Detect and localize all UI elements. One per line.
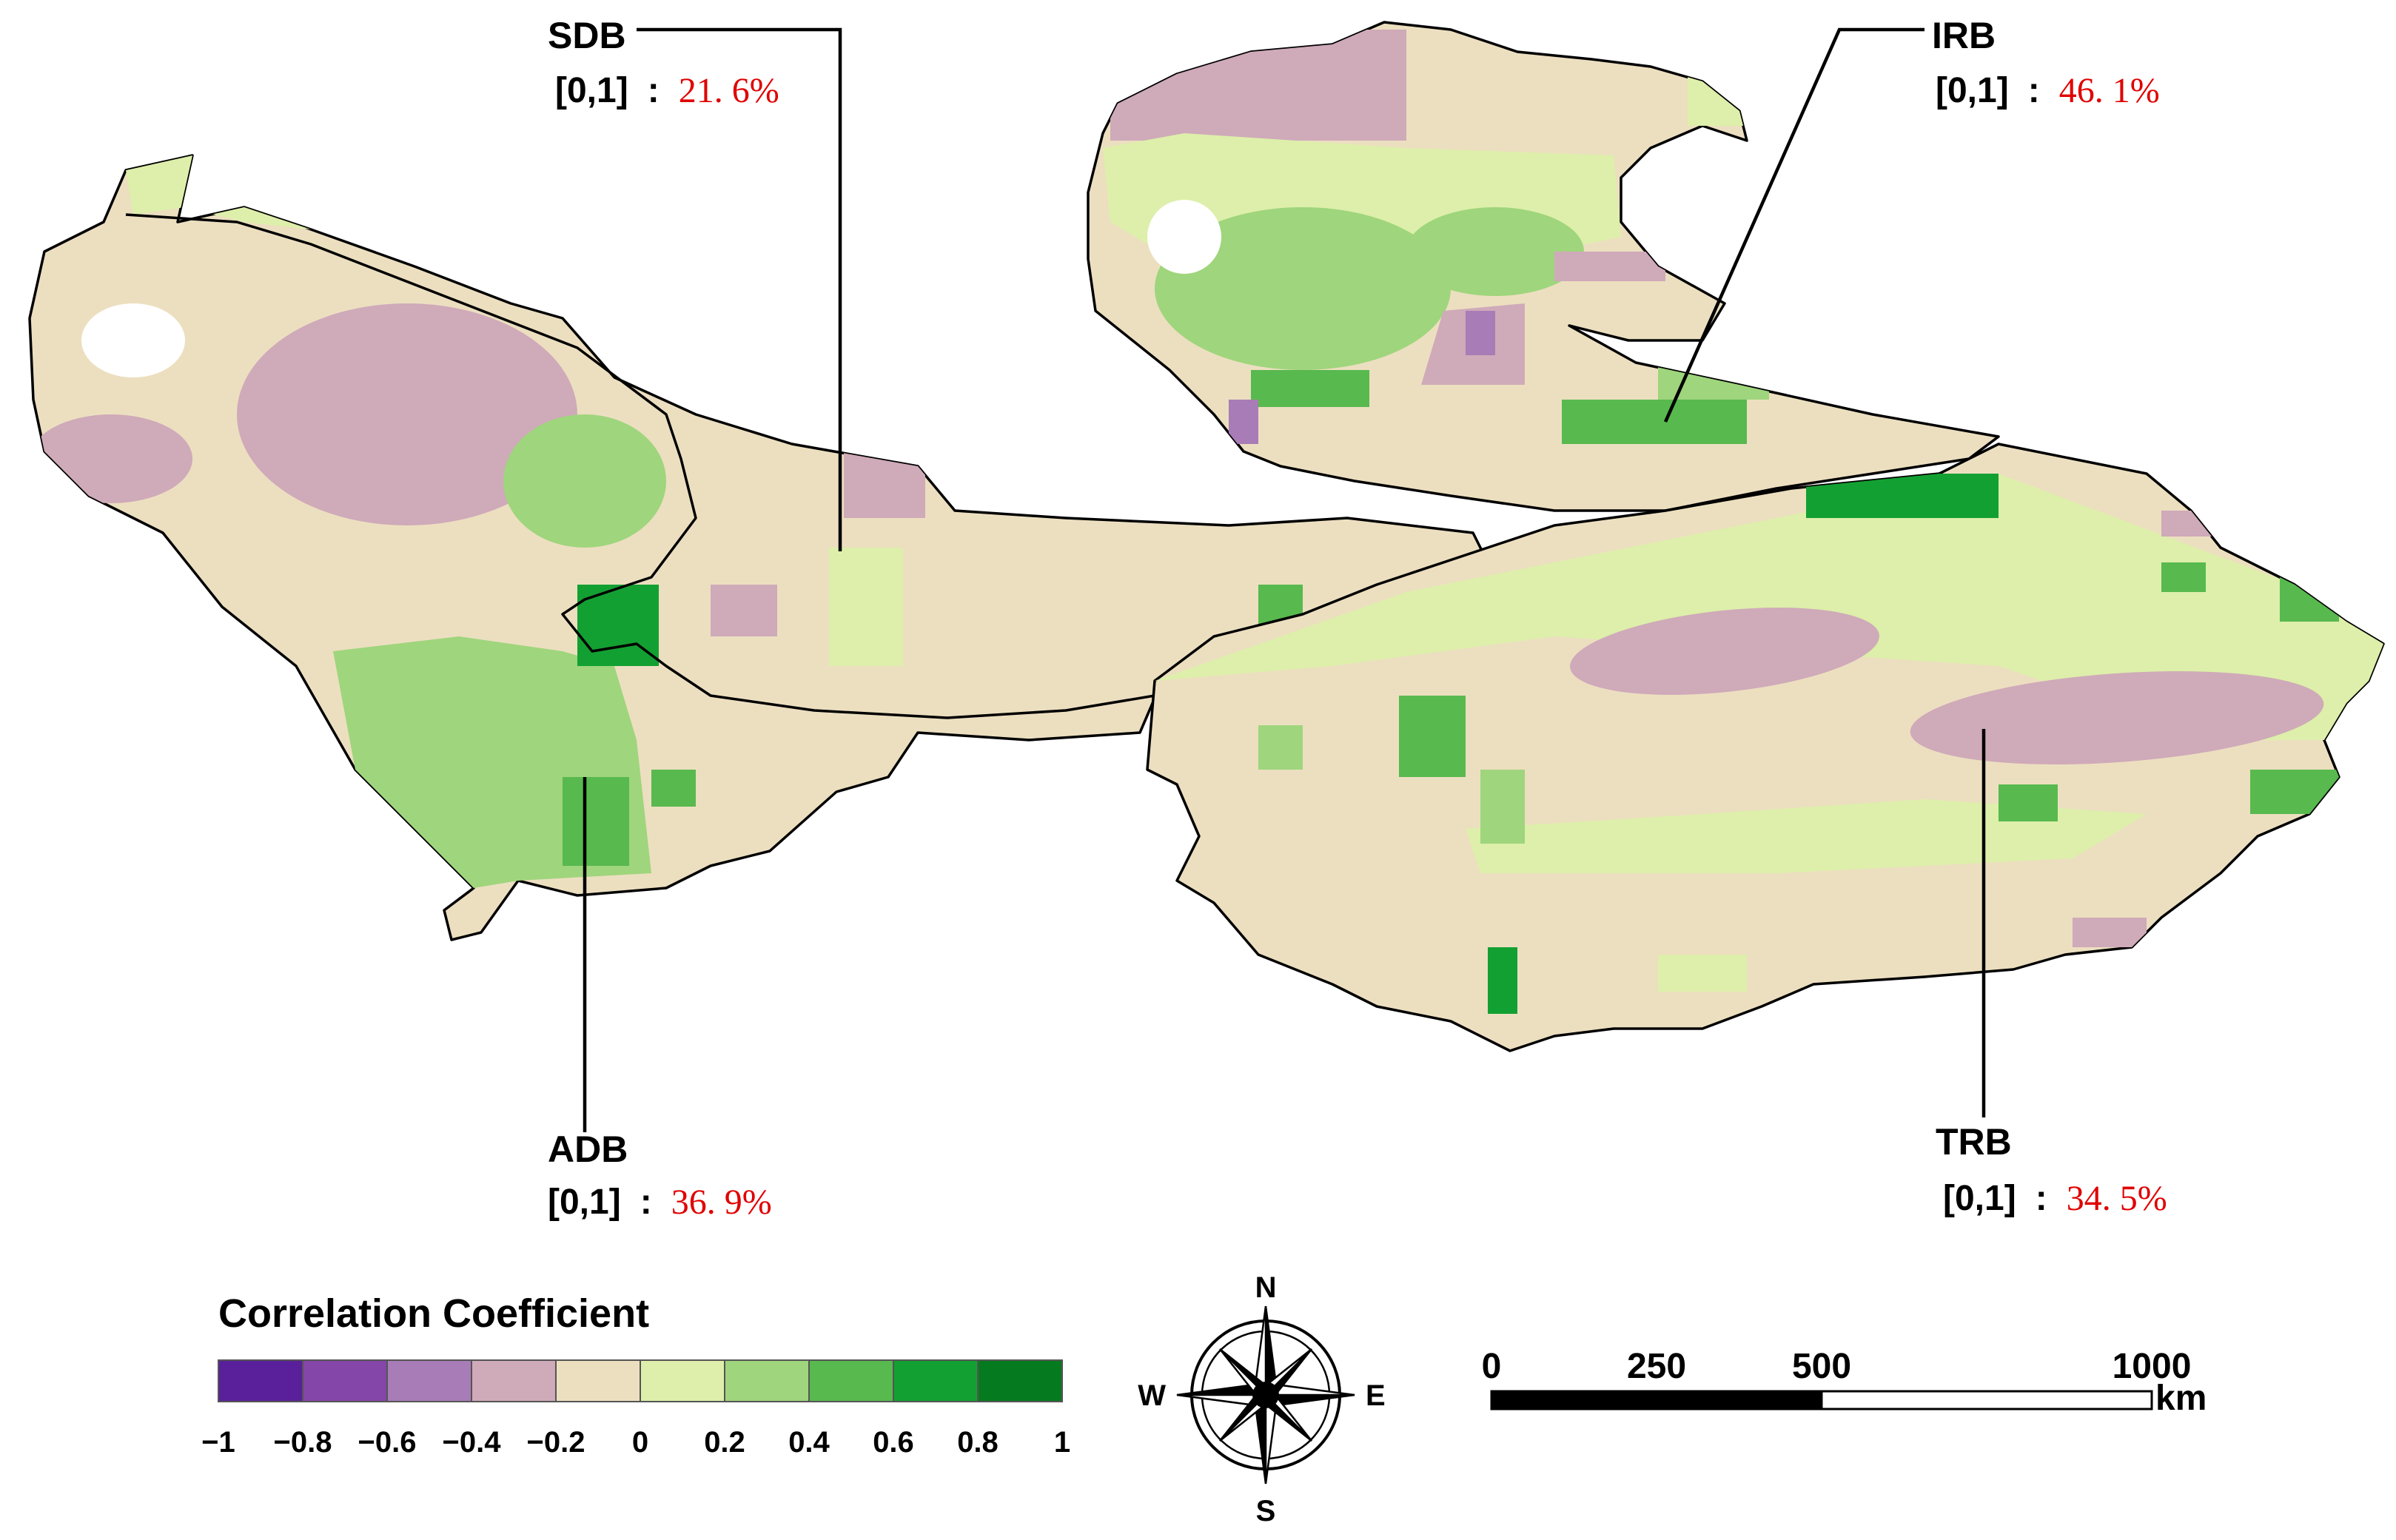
compass-center-dot	[1252, 1382, 1279, 1408]
adb-percent: 36. 9%	[671, 1183, 772, 1222]
scale-unit: km	[2155, 1379, 2207, 1418]
scale-bar-black-segment	[1490, 1390, 1823, 1410]
sdb-label: SDB [0,1] : 21. 6%	[548, 15, 779, 110]
sdb-percent: 21. 6%	[679, 71, 779, 110]
legend-swatch	[386, 1359, 472, 1402]
adb-name: ADB	[548, 1129, 628, 1170]
irb-name: IRB	[1932, 15, 1996, 56]
trb-stat: [0,1] : 34. 5%	[1943, 1179, 2167, 1218]
legend-swatch	[808, 1359, 894, 1402]
scale-tick-250: 250	[1627, 1347, 1686, 1386]
irb-sep: :	[2028, 71, 2040, 110]
legend-tick-label: 0.4	[788, 1426, 830, 1459]
compass-rose: N S E W	[1138, 1271, 1385, 1527]
compass-east: E	[1366, 1379, 1386, 1412]
scale-tick-0: 0	[1482, 1347, 1502, 1386]
legend-swatch	[977, 1359, 1063, 1402]
legend-tick-label: 0.2	[704, 1426, 745, 1459]
legend-tick-label: −0.8	[274, 1426, 332, 1459]
adb-range: [0,1]	[548, 1183, 621, 1222]
compass-north: N	[1255, 1271, 1277, 1304]
legend-tick-label: −0.6	[358, 1426, 417, 1459]
irb-label: IRB [0,1] : 46. 1%	[1932, 15, 2160, 110]
legend-swatch	[724, 1359, 810, 1402]
sdb-sep: :	[648, 71, 660, 110]
sdb-stat: [0,1] : 21. 6%	[555, 71, 779, 110]
trb-raster	[1155, 474, 2383, 1014]
legend-swatch	[302, 1359, 388, 1402]
irb-stat: [0,1] : 46. 1%	[1936, 71, 2160, 110]
legend-swatch	[893, 1359, 979, 1402]
sdb-range: [0,1]	[555, 71, 628, 110]
trb-percent: 34. 5%	[2067, 1179, 2167, 1218]
irb-region	[1087, 21, 2000, 512]
legend-tick-label: 0.6	[873, 1426, 914, 1459]
adb-label: ADB [0,1] : 36. 9%	[548, 1129, 772, 1222]
legend-tick-label: −1	[201, 1426, 235, 1459]
trb-name: TRB	[1936, 1121, 2012, 1163]
legend-tick-label: 0	[632, 1426, 648, 1459]
irb-percent: 46. 1%	[2059, 71, 2160, 110]
trb-range: [0,1]	[1943, 1179, 2016, 1218]
legend-tick-label: −0.4	[443, 1426, 502, 1459]
compass-star-icon	[1176, 1305, 1355, 1484]
sdb-name: SDB	[548, 15, 626, 56]
legend-swatch	[555, 1359, 641, 1402]
scale-bar: 0 250 500 1000 km	[1482, 1347, 2207, 1418]
irb-range: [0,1]	[1936, 71, 2009, 110]
legend-title: Correlation Coefficient	[218, 1291, 649, 1336]
trb-region	[1146, 443, 2385, 1052]
legend-tick-label: −0.2	[527, 1426, 585, 1459]
adb-sdb-divide	[125, 213, 1155, 719]
compass-west: W	[1138, 1379, 1166, 1412]
adb-stat: [0,1] : 36. 9%	[548, 1183, 772, 1222]
irb-leader-line	[1663, 27, 1924, 423]
irb-raster	[1103, 30, 1769, 444]
scale-tick-500: 500	[1792, 1347, 1851, 1386]
legend-colorbar	[218, 1359, 1063, 1402]
legend-swatch	[471, 1359, 557, 1402]
legend: Correlation Coefficient −1 −0.8 −0.6 −0.4 −0…	[201, 1291, 1070, 1459]
adb-sep: :	[640, 1183, 652, 1222]
legend-tick-label: 1	[1054, 1426, 1070, 1459]
trb-label: TRB [0,1] : 34. 5%	[1936, 1121, 2167, 1218]
scale-bar-white-segment	[1820, 1390, 2153, 1410]
legend-swatch	[218, 1359, 303, 1402]
legend-tick-labels: −1 −0.8 −0.6 −0.4 −0.2 0 0.2 0.4 0.6 0.8 1	[201, 1426, 1070, 1459]
trb-sep: :	[2036, 1179, 2047, 1218]
legend-swatch	[640, 1359, 725, 1402]
scale-tick-1000: 1000	[2113, 1347, 2192, 1386]
sdb-leader-line	[637, 27, 842, 551]
legend-tick-label: 0.8	[957, 1426, 999, 1459]
west-basins-region	[28, 154, 1489, 941]
west-raster	[30, 155, 1303, 888]
compass-south: S	[1256, 1495, 1276, 1527]
